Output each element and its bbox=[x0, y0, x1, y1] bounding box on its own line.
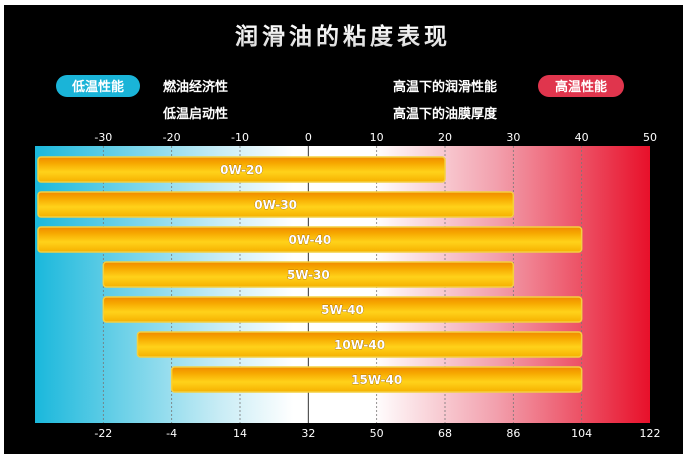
legend-badge-low-temp-text: 低温性能 bbox=[71, 79, 124, 95]
x-bottom-tick-label: 68 bbox=[438, 427, 452, 440]
x-top-tick-label: 40 bbox=[575, 131, 589, 144]
legend-badge-high-temp bbox=[538, 75, 624, 97]
legend-badge-low-temp bbox=[56, 75, 140, 97]
x-bottom-tick-label: -4 bbox=[166, 427, 177, 440]
bar-label: 10W-40 bbox=[334, 338, 385, 352]
x-bottom-tick-label: 122 bbox=[640, 427, 661, 440]
legend-badge-high-temp-text: 高温性能 bbox=[555, 79, 607, 95]
x-top-tick-label: 10 bbox=[370, 131, 384, 144]
legend-high-item-2: 高温下的油膜厚度 bbox=[393, 106, 498, 122]
x-bottom-tick-label: 14 bbox=[233, 427, 247, 440]
chart-title: 润滑油的粘度表现 bbox=[235, 23, 451, 50]
bar-label: 0W-40 bbox=[288, 233, 331, 247]
x-top-tick-label: 20 bbox=[438, 131, 452, 144]
bar-5W-40 bbox=[102, 296, 583, 323]
bar-15W-40 bbox=[170, 366, 583, 393]
bar-label: 0W-30 bbox=[254, 198, 297, 212]
bar-label: 0W-20 bbox=[220, 163, 263, 177]
x-top-tick-label: -10 bbox=[231, 131, 249, 144]
bar-label: 15W-40 bbox=[351, 373, 402, 387]
bar-5W-30 bbox=[102, 261, 515, 288]
x-bottom-tick-label: 104 bbox=[571, 427, 592, 440]
bar-0W-40 bbox=[37, 226, 583, 253]
x-top-tick-label: -30 bbox=[94, 131, 112, 144]
bar-0W-20 bbox=[37, 156, 446, 183]
bar-label: 5W-30 bbox=[287, 268, 330, 282]
x-bottom-tick-label: 50 bbox=[370, 427, 384, 440]
legend-high-item-1: 高温下的润滑性能 bbox=[393, 79, 497, 95]
legend-low-item-2: 低温启动性 bbox=[162, 106, 228, 122]
x-bottom-tick-label: -22 bbox=[94, 427, 112, 440]
bar-10W-40 bbox=[136, 331, 583, 358]
x-top-tick-label: 0 bbox=[305, 131, 312, 144]
bar-label: 5W-40 bbox=[321, 303, 364, 317]
x-top-tick-label: 50 bbox=[643, 131, 657, 144]
x-bottom-tick-label: 32 bbox=[301, 427, 315, 440]
x-top-tick-label: -20 bbox=[163, 131, 181, 144]
legend-low-item-1: 燃油经济性 bbox=[163, 79, 228, 95]
bar-0W-30 bbox=[37, 191, 515, 218]
x-top-tick-label: 30 bbox=[506, 131, 520, 144]
x-bottom-tick-label: 86 bbox=[506, 427, 520, 440]
